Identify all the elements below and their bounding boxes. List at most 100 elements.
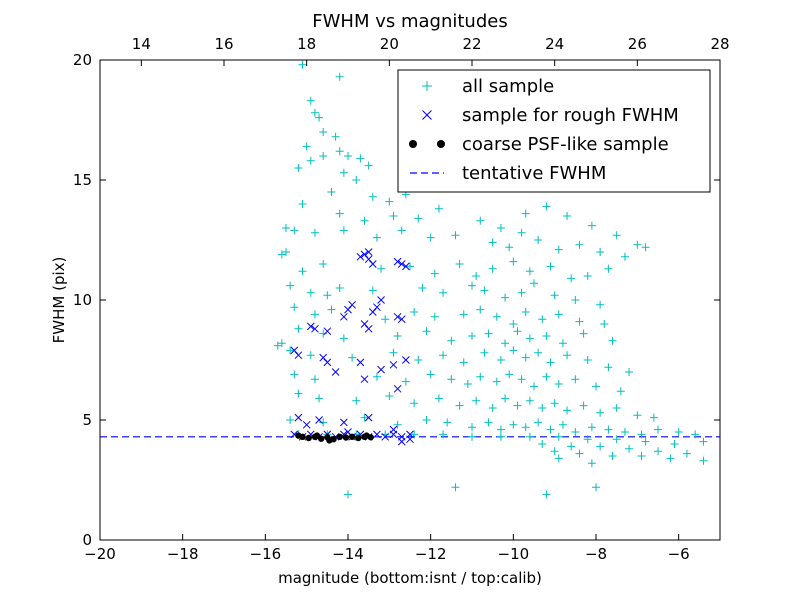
point-all-sample — [575, 317, 584, 326]
point-all-sample — [310, 228, 319, 237]
point-psf-like — [305, 434, 312, 442]
point-all-sample — [525, 396, 534, 405]
point-all-sample — [596, 442, 605, 451]
point-all-sample — [282, 224, 290, 232]
point-rough-fwhm — [323, 358, 332, 367]
point-all-sample — [637, 430, 646, 439]
point-all-sample — [563, 212, 572, 220]
top-tick-label: 22 — [462, 35, 481, 53]
point-all-sample — [377, 264, 386, 273]
point-all-sample — [306, 156, 315, 165]
point-all-sample — [558, 420, 567, 429]
point-all-sample — [513, 327, 522, 336]
point-all-sample — [319, 260, 328, 268]
point-all-sample — [583, 272, 592, 280]
point-all-sample — [476, 216, 485, 225]
point-all-sample — [447, 336, 456, 345]
point-all-sample — [554, 380, 563, 388]
point-all-sample — [496, 425, 505, 434]
y-tick-label: 20 — [73, 51, 92, 69]
point-all-sample — [273, 341, 282, 350]
point-all-sample — [517, 228, 526, 237]
point-all-sample — [472, 272, 481, 280]
point-rough-fwhm — [364, 324, 373, 333]
point-rough-fwhm — [323, 327, 332, 336]
point-all-sample — [389, 348, 398, 357]
point-all-sample — [604, 264, 613, 273]
axis-ticks: −20 −18 −16 −14 −12 −10 −8 −6 14 16 18 20 22 24 26 28 0 5… — [73, 35, 730, 563]
point-all-sample — [397, 226, 406, 235]
y-tick-label: 15 — [73, 171, 92, 189]
point-rough-fwhm — [344, 305, 352, 314]
point-all-sample — [699, 456, 708, 465]
point-all-sample — [463, 380, 472, 388]
point-all-sample — [691, 430, 700, 439]
point-all-sample — [666, 454, 675, 463]
point-all-sample — [583, 356, 592, 364]
point-all-sample — [439, 430, 448, 439]
point-all-sample — [567, 274, 576, 283]
point-all-sample — [654, 425, 662, 434]
point-all-sample — [509, 257, 518, 266]
point-all-sample — [426, 370, 435, 379]
point-all-sample — [641, 437, 650, 446]
point-all-sample — [612, 231, 621, 240]
point-all-sample — [563, 351, 572, 360]
point-all-sample — [554, 454, 563, 463]
point-all-sample — [339, 226, 348, 235]
point-all-sample — [290, 370, 299, 379]
point-all-sample — [344, 152, 352, 160]
point-rough-fwhm — [368, 260, 377, 268]
point-all-sample — [294, 389, 303, 398]
point-all-sample — [418, 284, 427, 292]
point-rough-fwhm — [389, 430, 398, 439]
point-all-sample — [550, 291, 559, 300]
point-rough-fwhm — [356, 252, 365, 261]
point-all-sample — [521, 308, 530, 316]
point-all-sample — [488, 238, 497, 247]
point-all-sample — [505, 243, 514, 252]
point-all-sample — [521, 209, 530, 218]
point-all-sample — [596, 408, 605, 417]
point-rough-fwhm — [364, 248, 373, 256]
point-rough-fwhm — [381, 432, 390, 441]
point-all-sample — [682, 449, 691, 458]
point-rough-fwhm — [393, 257, 402, 266]
point-all-sample — [488, 404, 497, 412]
point-all-sample — [339, 334, 348, 343]
point-rough-fwhm — [360, 375, 369, 384]
point-all-sample — [534, 418, 543, 427]
series-plus — [273, 60, 708, 499]
point-all-sample — [513, 401, 522, 410]
point-all-sample — [422, 416, 431, 424]
point-rough-fwhm — [340, 418, 348, 427]
point-all-sample — [699, 437, 708, 446]
point-all-sample — [468, 423, 476, 432]
point-psf-like — [313, 432, 321, 439]
point-all-sample — [558, 339, 567, 348]
point-all-sample — [319, 128, 328, 136]
point-all-sample — [389, 212, 398, 220]
point-all-sample — [517, 288, 526, 297]
point-all-sample — [542, 490, 551, 499]
point-all-sample — [327, 305, 336, 314]
point-psf-like — [355, 434, 362, 442]
point-all-sample — [554, 310, 563, 319]
point-all-sample — [525, 432, 534, 441]
point-rough-fwhm — [302, 420, 311, 429]
point-all-sample — [277, 250, 286, 259]
point-all-sample — [319, 152, 328, 160]
point-all-sample — [476, 305, 485, 314]
point-all-sample — [286, 281, 295, 290]
point-all-sample — [592, 382, 600, 391]
point-all-sample — [625, 444, 634, 453]
point-rough-fwhm — [331, 368, 340, 376]
point-all-sample — [302, 142, 311, 151]
point-all-sample — [468, 332, 476, 340]
point-all-sample — [521, 353, 530, 362]
point-all-sample — [385, 392, 394, 400]
point-psf-like — [336, 433, 343, 440]
point-rough-fwhm — [294, 413, 303, 422]
point-rough-fwhm — [364, 413, 373, 422]
point-all-sample — [306, 351, 315, 360]
